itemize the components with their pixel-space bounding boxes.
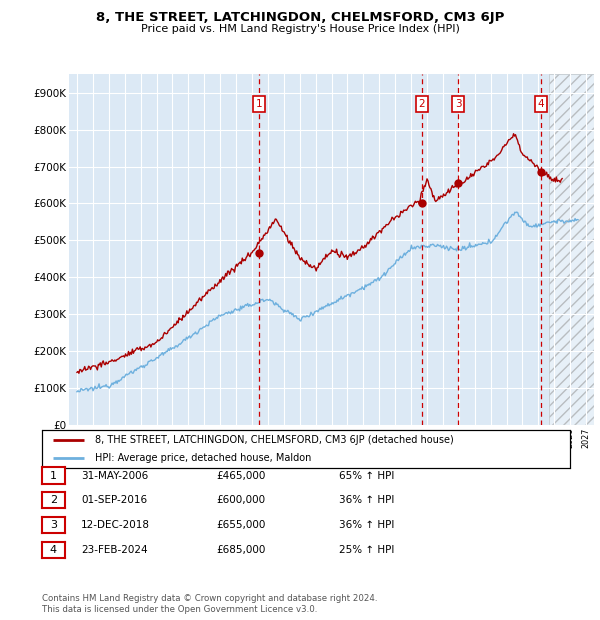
Text: 25% ↑ HPI: 25% ↑ HPI — [339, 545, 394, 555]
Text: 23-FEB-2024: 23-FEB-2024 — [81, 545, 148, 555]
Text: 3: 3 — [50, 520, 57, 530]
Text: 4: 4 — [538, 99, 544, 109]
Text: 12-DEC-2018: 12-DEC-2018 — [81, 520, 150, 530]
Text: Contains HM Land Registry data © Crown copyright and database right 2024.: Contains HM Land Registry data © Crown c… — [42, 594, 377, 603]
Text: 31-MAY-2006: 31-MAY-2006 — [81, 471, 148, 480]
Text: £465,000: £465,000 — [216, 471, 265, 480]
Text: £655,000: £655,000 — [216, 520, 265, 530]
Text: 36% ↑ HPI: 36% ↑ HPI — [339, 495, 394, 505]
Bar — [550, 74, 594, 425]
Text: 1: 1 — [256, 99, 262, 109]
Text: 8, THE STREET, LATCHINGDON, CHELMSFORD, CM3 6JP (detached house): 8, THE STREET, LATCHINGDON, CHELMSFORD, … — [95, 435, 454, 445]
Text: This data is licensed under the Open Government Licence v3.0.: This data is licensed under the Open Gov… — [42, 604, 317, 614]
Text: 1: 1 — [50, 471, 57, 480]
Text: 65% ↑ HPI: 65% ↑ HPI — [339, 471, 394, 480]
Text: 2: 2 — [418, 99, 425, 109]
Text: HPI: Average price, detached house, Maldon: HPI: Average price, detached house, Mald… — [95, 453, 311, 463]
Text: 2: 2 — [50, 495, 57, 505]
Text: 8, THE STREET, LATCHINGDON, CHELMSFORD, CM3 6JP: 8, THE STREET, LATCHINGDON, CHELMSFORD, … — [96, 11, 504, 24]
Bar — [550, 74, 594, 425]
Bar — [550, 74, 594, 425]
Text: £685,000: £685,000 — [216, 545, 265, 555]
Text: Price paid vs. HM Land Registry's House Price Index (HPI): Price paid vs. HM Land Registry's House … — [140, 24, 460, 33]
Text: 4: 4 — [50, 545, 57, 555]
Text: 01-SEP-2016: 01-SEP-2016 — [81, 495, 147, 505]
Text: 3: 3 — [455, 99, 461, 109]
Text: £600,000: £600,000 — [216, 495, 265, 505]
Text: 36% ↑ HPI: 36% ↑ HPI — [339, 520, 394, 530]
